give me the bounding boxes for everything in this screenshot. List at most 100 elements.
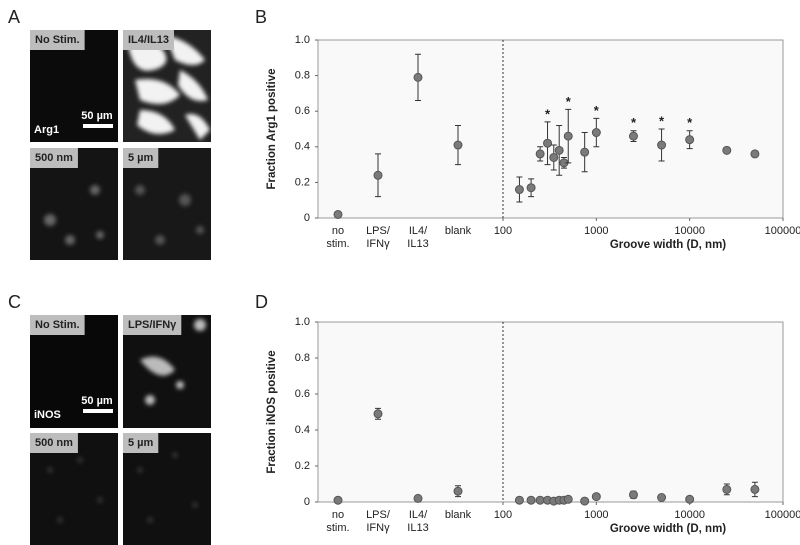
image-label: No Stim.	[35, 319, 80, 331]
y-tick-label: 0.2	[295, 176, 310, 188]
data-point	[413, 72, 423, 82]
label-box	[30, 433, 78, 453]
data-point	[333, 209, 343, 219]
image-label: No Stim.	[35, 34, 80, 46]
data-point	[373, 170, 383, 180]
image-label: 500 nm	[35, 437, 73, 449]
data-point	[549, 152, 559, 162]
category-label: no stim.	[326, 225, 349, 250]
label-box	[30, 148, 78, 168]
y-tick-label: 0.8	[295, 352, 310, 364]
category-label: no stim.	[326, 509, 349, 534]
data-point	[554, 145, 564, 155]
y-tick-label: 1.0	[295, 34, 310, 46]
scale-bar-label: 50 µm	[81, 110, 113, 122]
image-label: 500 nm	[35, 152, 73, 164]
y-tick-label: 1.0	[295, 316, 310, 328]
data-point	[580, 496, 590, 506]
label-box	[123, 30, 174, 50]
scale-bar-label: 50 µm	[81, 395, 113, 407]
y-tick-label: 0.4	[295, 424, 310, 436]
data-point	[563, 131, 573, 141]
panel-label: D	[255, 292, 268, 312]
label-box	[30, 30, 85, 50]
data-point	[591, 128, 601, 138]
label-box	[30, 315, 85, 335]
x-axis-title: Groove width (D, nm)	[610, 523, 726, 535]
plot-area	[317, 321, 784, 503]
data-point	[453, 486, 463, 496]
data-point	[563, 494, 573, 504]
marker-label: iNOS	[34, 409, 61, 421]
image-label: LPS/IFNγ	[128, 319, 177, 331]
data-point	[535, 495, 545, 505]
scale-bar	[83, 409, 113, 413]
x-tick-label: 10000	[674, 509, 705, 521]
y-axis-title: Fraction Arg1 positive	[266, 69, 278, 190]
x-tick-label: 100000	[765, 225, 800, 237]
image-label: IL4/IL13	[128, 34, 169, 46]
marker-label: Arg1	[34, 124, 59, 136]
significance-mark: *	[659, 113, 665, 128]
significance-mark: *	[687, 115, 693, 130]
data-point	[685, 494, 695, 504]
x-tick-label: 100000	[765, 509, 800, 521]
category-label: IL4/IL13	[407, 509, 428, 534]
significance-mark: *	[566, 94, 572, 109]
data-point	[722, 145, 732, 155]
data-point	[657, 493, 667, 502]
panel-label: A	[8, 7, 20, 27]
data-point	[514, 185, 524, 195]
label-box	[123, 148, 159, 168]
data-point	[628, 490, 638, 500]
plot-area	[317, 39, 784, 219]
y-tick-label: 0.8	[295, 70, 310, 82]
label-box	[123, 433, 159, 453]
label-box	[123, 315, 182, 335]
category-label: LPS/IFNγ	[366, 509, 391, 534]
data-point	[373, 409, 383, 419]
data-point	[722, 484, 732, 494]
y-tick-label: 0	[304, 212, 310, 224]
data-point	[535, 149, 545, 159]
significance-mark: *	[594, 103, 600, 118]
significance-mark: *	[631, 115, 637, 130]
y-tick-label: 0.4	[295, 141, 310, 153]
y-tick-label: 0.6	[295, 388, 310, 400]
data-point	[580, 147, 590, 157]
x-tick-label: 1000	[584, 509, 608, 521]
x-axis-title: Groove width (D, nm)	[610, 239, 726, 251]
data-point	[591, 492, 601, 502]
data-point	[750, 149, 760, 159]
data-point	[526, 495, 536, 505]
data-point	[628, 131, 638, 141]
scale-bar	[83, 124, 113, 128]
data-point	[453, 140, 463, 150]
panel-label: B	[255, 7, 267, 27]
data-point	[333, 495, 343, 505]
y-tick-label: 0.6	[295, 105, 310, 117]
category-label: blank	[445, 509, 472, 521]
x-tick-label: 10000	[674, 225, 705, 237]
data-point	[750, 484, 760, 494]
image-label: 5 µm	[128, 437, 154, 449]
data-point	[543, 138, 553, 148]
data-point	[413, 493, 423, 503]
category-label: LPS/IFNγ	[366, 225, 391, 250]
significance-mark: *	[545, 106, 551, 121]
x-tick-label: 1000	[584, 225, 608, 237]
y-tick-label: 0	[304, 496, 310, 508]
image-label: 5 µm	[128, 152, 154, 164]
data-point	[526, 183, 536, 193]
micrographs	[30, 30, 211, 545]
x-tick-label: 100	[494, 509, 512, 521]
category-label: IL4/IL13	[407, 225, 428, 250]
data-point	[657, 140, 667, 150]
panel-label: C	[8, 292, 21, 312]
x-tick-label: 100	[494, 225, 512, 237]
y-tick-label: 0.2	[295, 460, 310, 472]
y-axis-title: Fraction iNOS positive	[266, 350, 278, 473]
data-point	[685, 135, 695, 145]
